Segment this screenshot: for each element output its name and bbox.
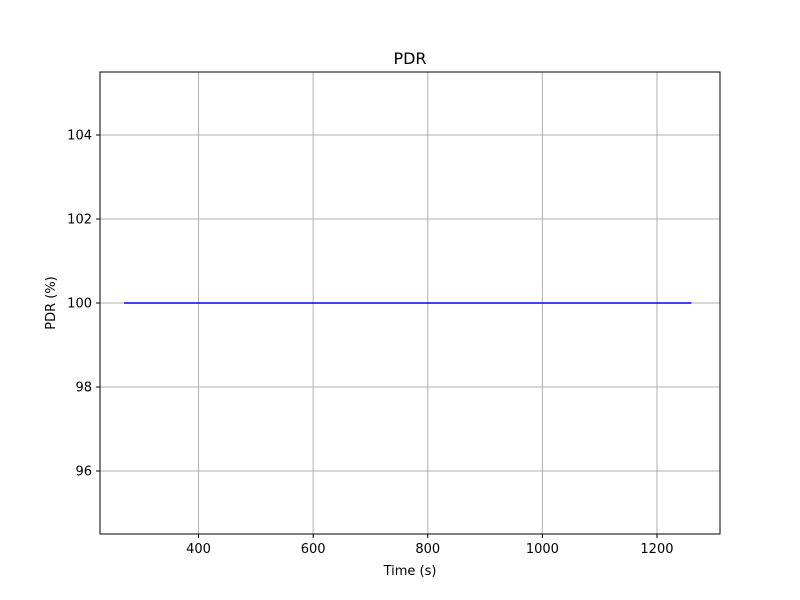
y-tick-label: 98	[75, 381, 92, 396]
x-tick-label: 600	[301, 542, 326, 557]
chart-title: PDR	[393, 49, 426, 68]
x-axis-ticks: 400 600 800 1000 1200	[186, 534, 674, 557]
x-tick-label: 1000	[526, 542, 559, 557]
x-tick-label: 400	[186, 542, 211, 557]
y-tick-label: 104	[67, 129, 92, 144]
x-tick-label: 800	[415, 542, 440, 557]
x-axis-label: Time (s)	[383, 564, 437, 579]
x-tick-label: 1200	[640, 542, 673, 557]
y-tick-label: 96	[75, 465, 92, 480]
y-axis-label: PDR (%)	[44, 276, 59, 330]
y-tick-label: 100	[67, 297, 92, 312]
y-axis-ticks: 96 98 100 102 104	[67, 129, 100, 480]
y-tick-label: 102	[67, 213, 92, 228]
